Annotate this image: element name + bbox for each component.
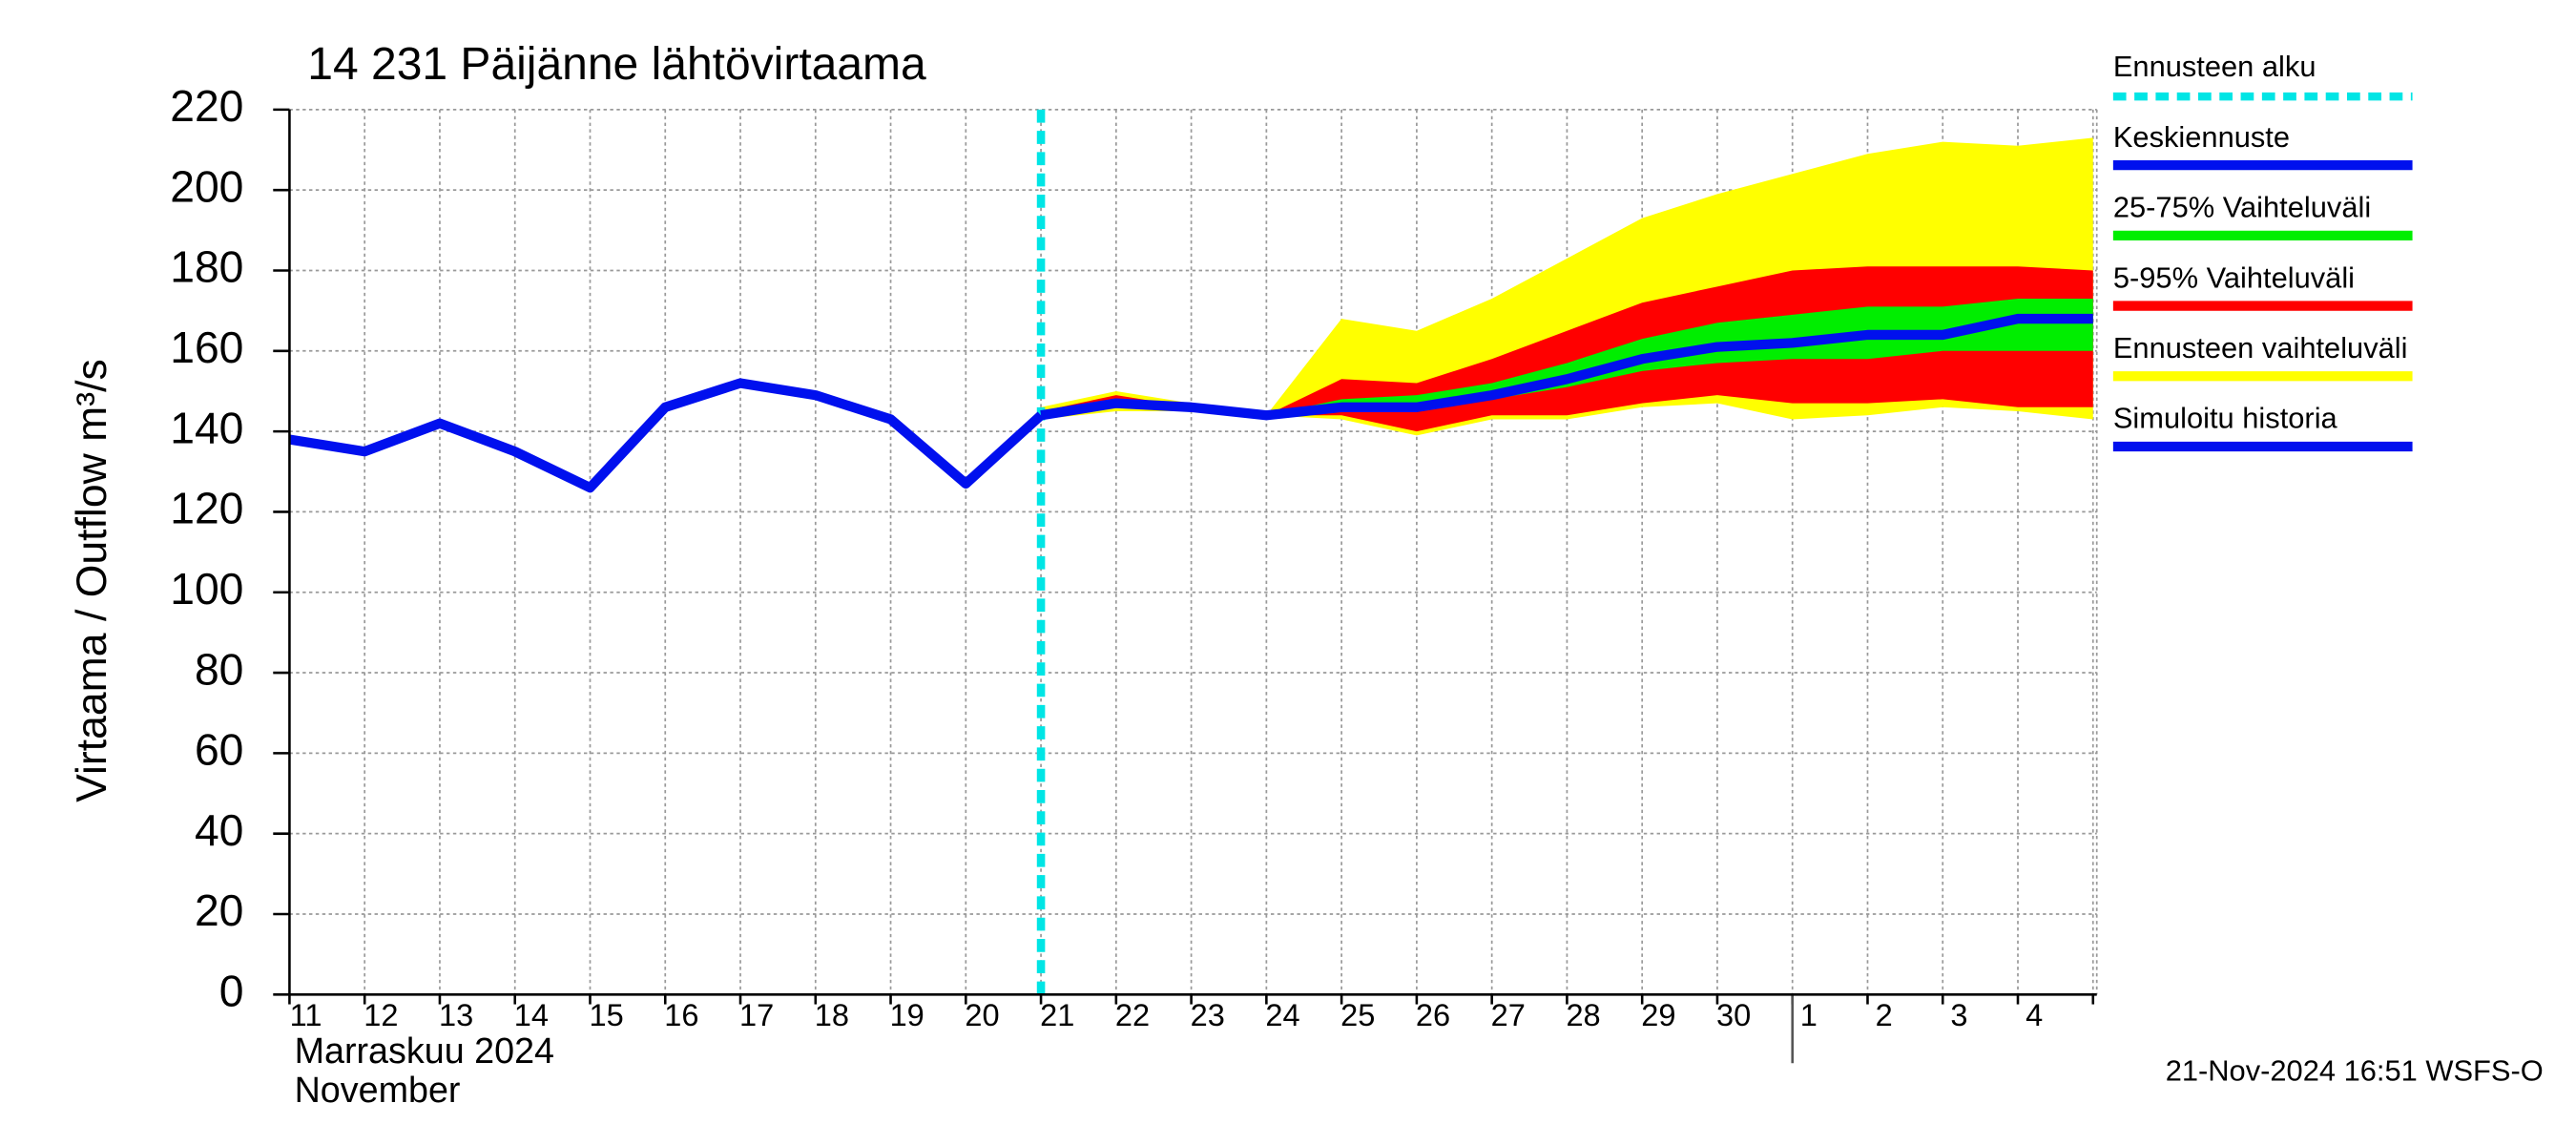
y-tick-label: 0 <box>219 967 244 1016</box>
x-tick-label: 11 <box>290 998 322 1032</box>
x-tick-label: 26 <box>1416 998 1450 1032</box>
line <box>1040 313 2093 421</box>
x-tick-label: 4 <box>2025 998 2043 1032</box>
x-tick-label: 12 <box>364 998 398 1032</box>
x-tick-label: 1 <box>1800 998 1818 1032</box>
x-tick-label: 18 <box>815 998 849 1032</box>
x-tick-label: 2 <box>1876 998 1893 1032</box>
x-tick-label: 29 <box>1641 998 1675 1032</box>
band <box>1041 266 2093 432</box>
x-tick-label: 21 <box>1040 998 1074 1032</box>
x-tick-label: 25 <box>1340 998 1375 1032</box>
legend-label: 25-75% Vaihteluväli <box>2113 191 2371 224</box>
y-tick-label: 40 <box>195 805 243 855</box>
x-tick-label: 28 <box>1566 998 1600 1032</box>
x-tick-label: 14 <box>514 998 549 1032</box>
month-label: November <box>295 1070 461 1110</box>
month-label: Marraskuu 2024 <box>295 1030 554 1071</box>
x-tick-label: 15 <box>590 998 624 1032</box>
x-tick-label: 24 <box>1265 998 1299 1032</box>
x-tick-label: 19 <box>890 998 924 1032</box>
line <box>288 378 1045 493</box>
x-tick-label: 20 <box>965 998 999 1032</box>
y-tick-label: 200 <box>170 161 243 211</box>
x-tick-label: 3 <box>1950 998 1967 1032</box>
x-tick-label: 23 <box>1191 998 1225 1032</box>
y-tick-label: 120 <box>170 484 243 533</box>
chart-title: 14 231 Päijänne lähtövirtaama <box>307 39 926 90</box>
x-tick-label: 13 <box>439 998 473 1032</box>
x-tick-label: 22 <box>1115 998 1150 1032</box>
band <box>1041 298 2093 416</box>
legend-label: 5-95% Vaihteluväli <box>2113 260 2355 294</box>
legend-label: Keskiennuste <box>2113 120 2290 154</box>
y-tick-label: 220 <box>170 81 243 131</box>
y-tick-label: 60 <box>195 725 243 775</box>
x-tick-label: 30 <box>1716 998 1751 1032</box>
y-axis-label: Virtaama / Outflow m³/s <box>69 359 115 802</box>
y-tick-label: 80 <box>195 644 243 694</box>
legend-label: Simuloitu historia <box>2113 402 2338 435</box>
y-tick-label: 160 <box>170 323 243 372</box>
x-tick-label: 17 <box>739 998 774 1032</box>
legend-label: Ennusteen vaihteluväli <box>2113 331 2408 364</box>
y-tick-label: 100 <box>170 564 243 614</box>
y-tick-label: 180 <box>170 242 243 292</box>
legend-label: Ennusteen alku <box>2113 50 2316 83</box>
y-tick-label: 140 <box>170 403 243 452</box>
x-tick-label: 27 <box>1491 998 1526 1032</box>
x-tick-label: 16 <box>664 998 698 1032</box>
timestamp: 21-Nov-2024 16:51 WSFS-O <box>2166 1054 2544 1088</box>
y-tick-label: 20 <box>195 885 243 935</box>
